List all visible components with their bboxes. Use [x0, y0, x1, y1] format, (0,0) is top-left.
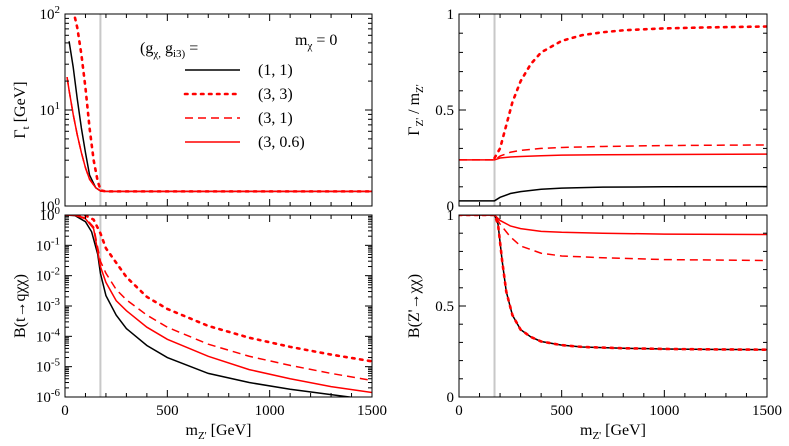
x-tick-label: 1000	[255, 403, 285, 419]
plot-frame	[458, 214, 768, 398]
y-tick-label: 100	[40, 205, 61, 224]
y-tick-label: 102	[40, 4, 61, 23]
panel-top-right-zprime-width: 0 0.5 1 ΓZ' / mZ'	[406, 7, 768, 215]
x-tick-label: 500	[156, 403, 179, 419]
x-tick-label: 1000	[649, 403, 679, 419]
x-tick-label: 0	[61, 403, 69, 419]
y-tick-label: 10-4	[36, 326, 61, 345]
mass-annotation: mχ = 0	[295, 32, 337, 52]
series-line-1	[493, 25, 767, 160]
y-tick-label: 0.5	[435, 103, 454, 119]
x-axis-title: mZ' [GeV]	[185, 422, 251, 442]
series-line-2	[459, 215, 767, 262]
y-axis-title: B(t→qχχ)	[12, 274, 29, 338]
y-tick-label: 10-5	[36, 357, 61, 376]
legend-title: (gχ, gi3) =	[140, 40, 198, 60]
plot-frame	[458, 13, 768, 207]
y-tick-label: 0	[447, 199, 455, 215]
y-tick-label: 10-6	[36, 387, 61, 406]
series-line-2	[459, 144, 767, 161]
y-tick-label: 1	[447, 7, 455, 23]
y-axis-title: ΓZ' / mZ'	[406, 84, 426, 136]
y-tick-label: 100	[40, 196, 61, 215]
legend-entry-label: (3, 3)	[258, 86, 293, 103]
x-axis-title: mZ' [GeV]	[580, 422, 646, 442]
y-tick-label: 10-3	[36, 296, 61, 315]
panel-bottom-right-zprime-branching: 0 500 1000 1500 0 0.5 1 B(Z'→χχ) mZ' [GeV]	[406, 208, 782, 442]
series-line-3	[459, 153, 767, 161]
y-tick-label: 10-1	[36, 235, 60, 254]
y-tick-label: 101	[40, 100, 61, 119]
series-line-1	[459, 215, 767, 351]
series-line-0	[65, 215, 356, 397]
x-tick-label: 1500	[752, 403, 782, 419]
legend: (gχ, gi3) = mχ = 0(1, 1) (3, 3) (3, 1) (3, 0…	[140, 32, 337, 151]
x-tick-label: 0	[455, 403, 463, 419]
series-line-2	[65, 215, 372, 382]
series-line-3	[459, 215, 767, 236]
y-axis-title: B(Z'→χχ)	[406, 274, 423, 338]
series-line-0	[68, 41, 372, 193]
x-tick-label: 1500	[357, 403, 387, 419]
y-axis-title: Γt [GeV]	[12, 81, 32, 138]
legend-entry-label: (3, 0.6)	[258, 134, 305, 151]
series-line-1	[75, 215, 372, 363]
series-line-3	[65, 215, 372, 394]
panel-top-left-top-width: 100 101 102 Γt [GeV]	[12, 4, 373, 215]
y-tick-label: 0.5	[435, 299, 454, 315]
legend-entry-label: (3, 1)	[258, 110, 293, 127]
panel-bottom-left-top-branching: 0 500 1000 1500 10-6 10-5 10-4 10-3 10-2 10-1 100 B…	[12, 205, 387, 442]
y-tick-label: 0	[447, 390, 455, 406]
series-line-0	[459, 185, 767, 202]
y-tick-label: 10-2	[36, 266, 60, 285]
x-tick-label: 500	[550, 403, 573, 419]
series-line-3	[66, 77, 372, 193]
legend-entry-label: (1, 1)	[258, 62, 293, 79]
y-tick-label: 1	[447, 208, 455, 224]
